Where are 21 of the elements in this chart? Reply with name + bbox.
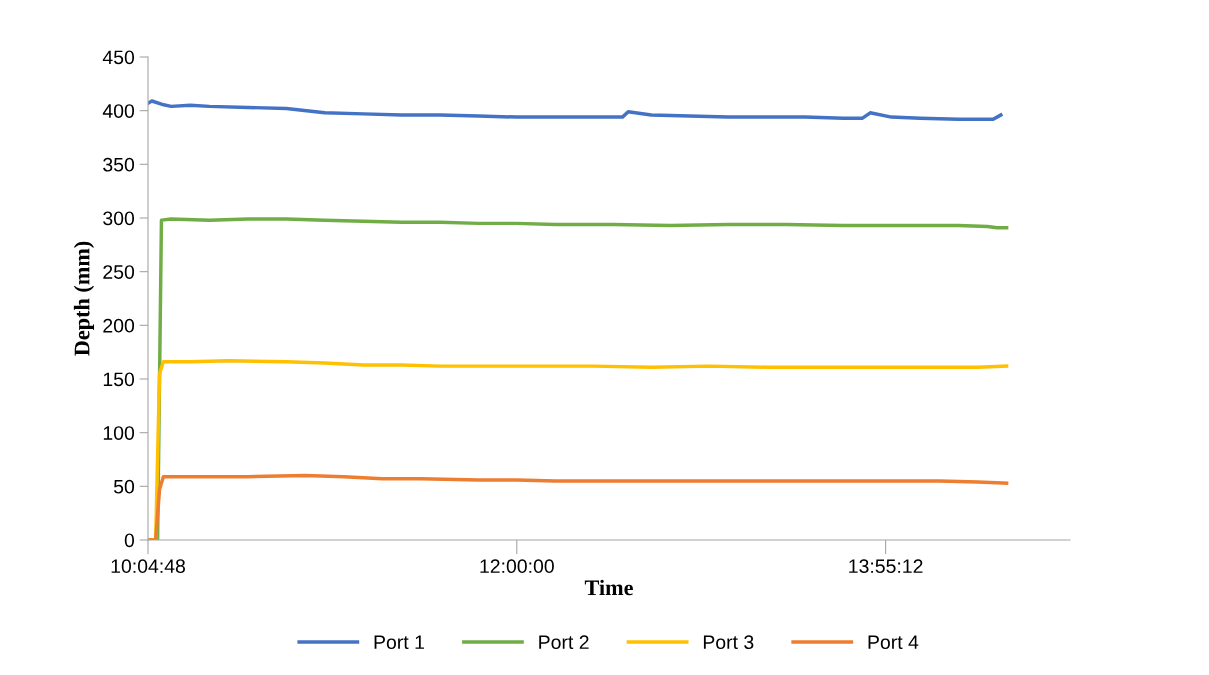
x-axis-title: Time <box>584 579 633 596</box>
y-tick-label: 200 <box>103 318 135 333</box>
legend-label: Port 4 <box>868 635 919 650</box>
legend-label: Port 2 <box>539 635 589 650</box>
y-tick-label: 300 <box>103 211 135 226</box>
y-tick-label: 150 <box>103 372 135 387</box>
x-tick-label: 12:00:00 <box>480 559 554 574</box>
legend-label: Port 3 <box>703 635 754 650</box>
line-series <box>148 99 1003 121</box>
y-tick-label: 100 <box>103 426 135 440</box>
y-tick-label: 350 <box>103 157 135 172</box>
y-tick-label: 450 <box>102 50 135 65</box>
y-tick-label: 400 <box>102 104 135 118</box>
y-tick-label: 0 <box>124 533 135 548</box>
y-tick-label: 50 <box>113 479 135 494</box>
x-tick-label: 10:04:48 <box>111 559 185 574</box>
y-tick-label: 250 <box>103 265 135 279</box>
line-series <box>148 473 1009 540</box>
y-axis-title: Depth (mm) <box>73 241 95 356</box>
x-tick-label: 13:55:12 <box>849 559 923 574</box>
legend-label: Port 1 <box>374 635 424 650</box>
